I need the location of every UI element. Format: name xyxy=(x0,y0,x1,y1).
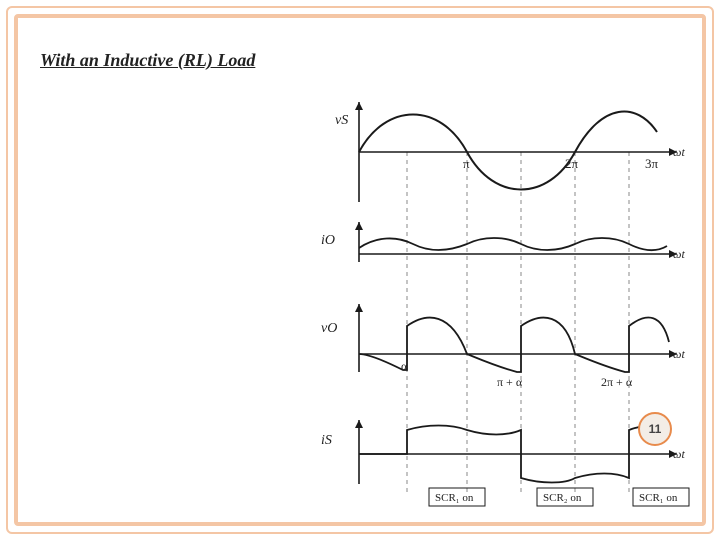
io-label: iO xyxy=(321,233,335,248)
wt3-label: ωt xyxy=(673,347,685,361)
scr1-label: SCR₁ on xyxy=(435,492,474,504)
is-label: iS xyxy=(321,433,332,448)
page-number-badge: 11 xyxy=(638,412,672,446)
slide: With an Inductive (RL) Load xyxy=(0,0,720,540)
wt4-label: ωt xyxy=(673,447,685,461)
two-pi-alpha-label: 2π + α xyxy=(601,375,633,389)
panel-io: iO ωt xyxy=(321,222,685,262)
scr-boxes: SCR₁ on SCR₂ on SCR₁ on xyxy=(429,488,689,506)
panel-is: iS ωt SCR₁ on SCR₂ on SCR₁ on xyxy=(321,420,689,506)
waveform-figure: νS π 2π 3π ωt iO ωt xyxy=(317,94,697,512)
alpha-label: α xyxy=(401,359,408,373)
pi-alpha-label: π + α xyxy=(497,375,523,389)
pi-label: π xyxy=(463,156,470,171)
two-pi-label: 2π xyxy=(565,156,579,171)
scr2-label: SCR₂ on xyxy=(543,492,582,504)
wt1-label: ωt xyxy=(673,145,685,159)
page-title: With an Inductive (RL) Load xyxy=(40,50,255,71)
guide-lines xyxy=(407,152,629,494)
panel-vo: νO α π + α 2π + α ωt xyxy=(321,304,685,389)
scr1b-label: SCR₁ on xyxy=(639,492,678,504)
vo-label: νO xyxy=(321,321,337,336)
three-pi-label: 3π xyxy=(645,156,659,171)
panel-vs: νS π 2π 3π ωt xyxy=(335,102,685,202)
wt2-label: ωt xyxy=(673,247,685,261)
slide-content: With an Inductive (RL) Load xyxy=(22,22,698,518)
page-number: 11 xyxy=(649,422,662,436)
vs-label: νS xyxy=(335,113,348,128)
